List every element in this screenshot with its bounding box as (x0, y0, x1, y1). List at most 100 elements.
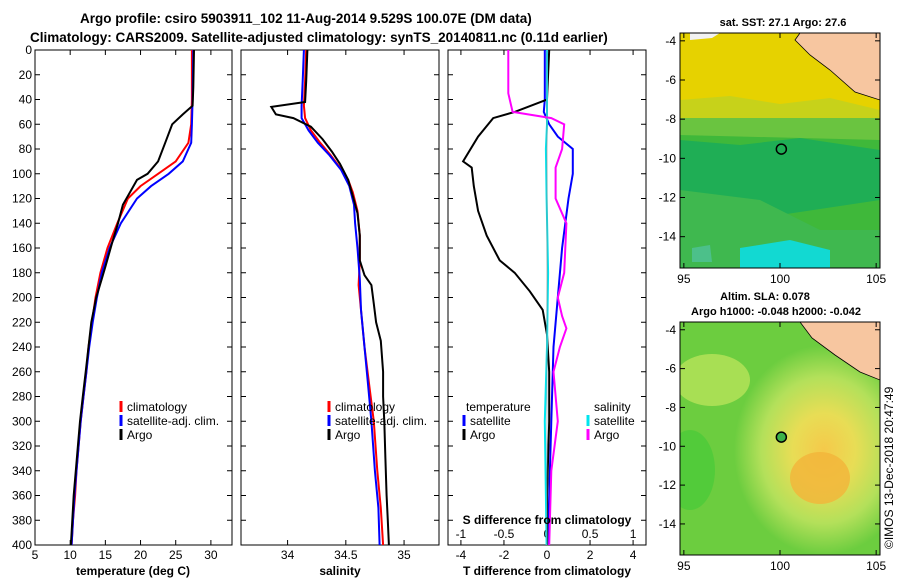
y-tick-label: 280 (12, 390, 32, 404)
sst-float-marker (775, 143, 788, 155)
temperature-lines (69, 50, 195, 545)
sst-map-title: sat. SST: 27.1 Argo: 27.6 (720, 17, 847, 29)
sal-legend-argo: Argo (335, 428, 361, 442)
diff-legend-temperature: temperature (466, 400, 531, 414)
sla-map-title-2: Argo h1000: -0.048 h2000: -0.042 (691, 306, 861, 318)
temperature-x-ticks: 5 10 15 20 25 30 (32, 50, 218, 562)
sla-map-title-1: Altim. SLA: 0.078 (720, 291, 810, 303)
legend-satellite: satellite-adj. clim. (127, 414, 219, 428)
salinity-axes (240, 49, 440, 546)
y-tick-label: 360 (12, 489, 32, 503)
sst-map-ticks: 95 100 105 -4 -6 -8 -10 -12 -14 (659, 33, 886, 286)
title-line-1: Argo profile: csiro 5903911_102 11-Aug-2… (80, 11, 532, 26)
x-tick-label: 34.5 (334, 548, 358, 562)
salinity-x-ticks: 34 34.5 35 (241, 49, 439, 562)
x-tick-label: 20 (134, 548, 148, 562)
y-tick-label: 400 (12, 538, 32, 552)
series-line-difference-3 (507, 50, 568, 545)
difference-x-ticks: -4 -2 0 2 4-1 -0.5 0 0.5 1 (448, 49, 646, 562)
credit-text: ©IMOS 13-Dec-2018 20:47:49 (882, 386, 896, 549)
salinity-legend: climatology satellite-adj. clim. Argo (327, 400, 427, 442)
salinity-xlabel: salinity (319, 564, 361, 578)
x2-tick-label: 0.5 (582, 527, 599, 541)
sal-legend-satellite: satellite-adj. clim. (335, 414, 427, 428)
y-tick-label: 20 (19, 68, 33, 82)
legend-climatology: climatology (127, 400, 187, 414)
map-y-tick-label: -8 (665, 400, 676, 414)
diff-legend-t-argo: Argo (470, 428, 496, 442)
y-tick-label: 40 (19, 93, 33, 107)
y-tick-label: 340 (12, 464, 32, 478)
y-tick-label: 380 (12, 513, 32, 527)
y-tick-label: 120 (12, 192, 32, 206)
temperature-xlabel: temperature (deg C) (76, 564, 190, 578)
sal-legend-climatology: climatology (335, 400, 395, 414)
sla-map (680, 322, 880, 555)
map-y-tick-label: -14 (659, 230, 677, 244)
x2-tick-label: 1 (630, 527, 637, 541)
map-x-tick-label: 100 (770, 559, 790, 573)
y-tick-label: 0 (25, 43, 32, 57)
map-y-tick-label: -8 (665, 112, 676, 126)
x-tick-label: 15 (99, 548, 113, 562)
x-tick-label: 2 (587, 548, 594, 562)
y-tick-label: 140 (12, 216, 32, 230)
map-y-tick-label: -10 (659, 439, 677, 453)
difference-lines (461, 50, 574, 545)
x2-tick-label: -1 (456, 527, 467, 541)
diff-legend-s-argo: Argo (594, 428, 620, 442)
series-line-difference-0 (542, 50, 574, 545)
map-x-tick-label: 100 (770, 272, 790, 286)
difference-xlabel: T difference from climatology (463, 564, 631, 578)
y-tick-label: 100 (12, 167, 32, 181)
map-y-tick-label: -6 (665, 73, 676, 87)
x-tick-label: 35 (397, 548, 411, 562)
series-line-salinity-1 (300, 50, 381, 545)
temperature-legend: climatology satellite-adj. clim. Argo (119, 400, 219, 442)
map-y-tick-label: -10 (659, 151, 677, 165)
map-x-tick-label: 95 (677, 559, 691, 573)
x-tick-label: 10 (63, 548, 77, 562)
x-tick-label: -2 (499, 548, 510, 562)
map-x-tick-label: 95 (677, 272, 691, 286)
map-y-tick-label: -12 (659, 191, 677, 205)
map-x-tick-label: 105 (866, 272, 886, 286)
x2-tick-label: -0.5 (494, 527, 515, 541)
y-tick-label: 240 (12, 340, 32, 354)
y-tick-label: 320 (12, 439, 32, 453)
difference-x2label: S difference from climatology (463, 513, 632, 527)
salinity-lines (269, 50, 390, 545)
difference-legend: temperature satellite Argo salinity sate… (462, 400, 635, 442)
y-tick-label: 260 (12, 365, 32, 379)
x-tick-label: 5 (32, 548, 39, 562)
diff-legend-s-satellite: satellite (594, 414, 635, 428)
legend-argo: Argo (127, 428, 153, 442)
sla-float-marker (775, 431, 788, 443)
diff-legend-salinity: salinity (594, 400, 631, 414)
map-x-tick-label: 105 (866, 559, 886, 573)
title-line-2: Climatology: CARS2009. Satellite-adjuste… (30, 30, 608, 45)
x-tick-label: 0 (544, 548, 551, 562)
series-line-difference-2 (543, 50, 550, 545)
temperature-y-ticks: 0 20 40 60 80 100 120 140 160 180 200 220 240 260 280 3… (12, 43, 232, 552)
sst-map (680, 33, 880, 268)
y-tick-label: 220 (12, 315, 32, 329)
y-tick-label: 60 (19, 117, 33, 131)
sla-map-ticks: 95 100 105 -4 -6 -8 -10 -12 -14 (659, 322, 886, 573)
y-tick-label: 200 (12, 291, 32, 305)
x-tick-label: -4 (456, 548, 467, 562)
x-tick-label: 4 (630, 548, 637, 562)
map-y-tick-label: -14 (659, 517, 677, 531)
temperature-axes (34, 49, 233, 546)
series-line-temperature-2 (69, 50, 195, 545)
y-tick-label: 80 (19, 142, 33, 156)
series-line-salinity-2 (269, 50, 390, 545)
x-tick-label: 30 (204, 548, 218, 562)
series-line-difference-1 (461, 50, 551, 545)
y-tick-label: 160 (12, 241, 32, 255)
y-tick-label: 300 (12, 414, 32, 428)
diff-legend-t-satellite: satellite (470, 414, 511, 428)
map-y-tick-label: -4 (665, 34, 676, 48)
x-tick-label: 25 (169, 548, 183, 562)
